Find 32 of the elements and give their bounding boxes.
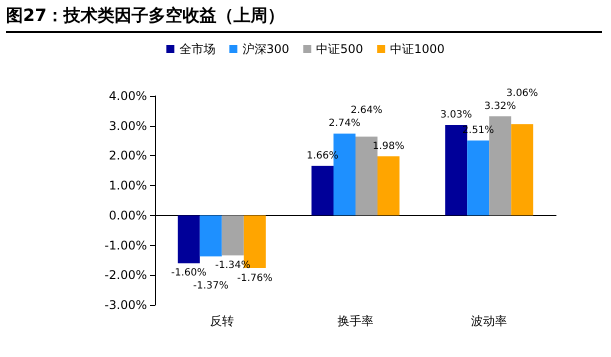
y-tick-label: 4.00% <box>108 89 147 103</box>
y-tick-label: 2.00% <box>108 148 147 163</box>
data-label: 3.06% <box>506 88 538 99</box>
bar <box>222 215 244 256</box>
bar <box>178 215 200 264</box>
data-label: -1.76% <box>237 272 273 284</box>
bar <box>511 124 534 216</box>
legend-label: 中证500 <box>316 42 364 56</box>
data-label: 3.03% <box>440 109 472 120</box>
y-tick-label: -1.00% <box>104 238 147 252</box>
y-tick-label: -2.00% <box>104 268 147 282</box>
bar <box>312 166 334 216</box>
bar <box>378 156 400 216</box>
data-label: 2.74% <box>328 118 360 130</box>
x-tick-label: 波动率 <box>471 314 508 328</box>
x-tick-label: 反转 <box>210 314 234 328</box>
chart-title: 图27：技术类因子多空收益（上周） <box>6 4 602 33</box>
legend-label: 全市场 <box>179 42 216 56</box>
y-tick-label: 0.00% <box>108 208 147 222</box>
legend-label: 沪深300 <box>242 42 290 56</box>
y-tick-label: 1.00% <box>108 178 147 193</box>
y-tick-label: -3.00% <box>104 298 147 312</box>
y-tick-label: 3.00% <box>108 118 147 133</box>
x-tick-label: 换手率 <box>338 314 374 328</box>
bar <box>467 140 490 216</box>
data-label: -1.37% <box>193 280 229 292</box>
bar <box>200 215 222 256</box>
data-label: 2.64% <box>350 105 382 116</box>
data-label: 3.32% <box>484 100 516 112</box>
data-label: -1.60% <box>171 268 207 279</box>
data-label: 1.98% <box>372 140 404 152</box>
legend-label: 中证1000 <box>390 42 445 56</box>
